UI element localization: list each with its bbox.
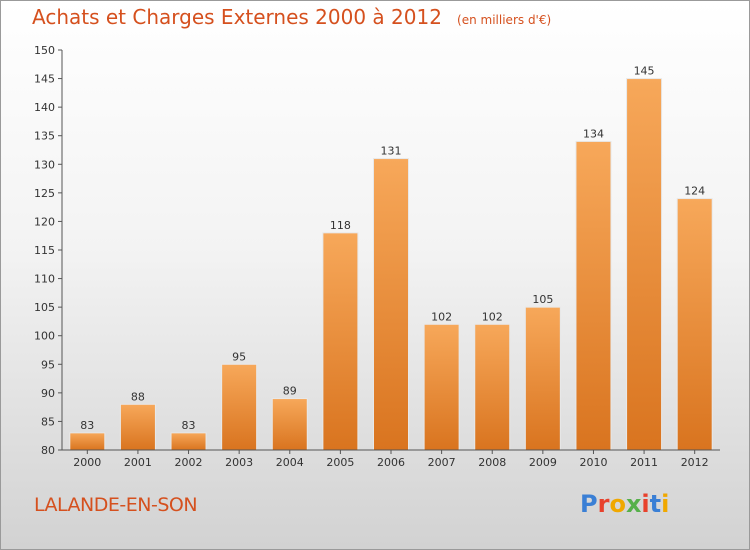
logo-letter: P [580,490,598,518]
bar [626,78,663,451]
x-axis: 2000 2001 2002 2003 2004 2005 2006 2007 2008 2009… [62,449,720,469]
y-tick-label: 110 [34,273,55,286]
x-tick-label: 2002 [175,456,203,469]
x-tick-label: 2004 [276,456,304,469]
x-tick-label: 2003 [225,456,253,469]
bar [423,323,460,451]
y-tick-label: 130 [34,158,55,171]
logo-letter: x [625,490,642,518]
y-tick-label: 145 [34,73,55,86]
y-tick-label: 95 [41,358,55,371]
bar [373,158,409,451]
y-tick-label: 105 [34,301,55,314]
bar-value-label: 134 [583,127,604,140]
logo-letter: i [641,490,650,518]
y-tick-label: 150 [34,44,55,57]
bar-value-label: 131 [381,145,402,158]
bar [271,398,308,451]
title-text: Achats et Charges Externes 2000 à 2012 [32,5,442,29]
x-tick-label: 2011 [630,456,658,469]
bars: 83 88 83 95 89 118 131 102 102 105 134 145 124 [69,65,713,451]
bar-value-label: 145 [634,65,655,78]
proxiti-logo: Proxiti [580,490,669,518]
y-tick-label: 100 [34,330,55,343]
bar-value-label: 83 [80,419,94,432]
chart-title: Achats et Charges Externes 2000 à 2012 (… [32,5,551,29]
bar [575,140,612,451]
logo-letter: o [609,490,626,518]
y-tick-label: 85 [41,415,55,428]
bar [69,432,106,451]
y-tick-label: 140 [34,101,55,114]
x-tick-label: 2006 [377,456,405,469]
y-tick-label: 120 [34,215,55,228]
bar [221,363,258,451]
x-tick-label: 2000 [73,456,101,469]
bar [524,306,561,451]
bar-value-label: 88 [131,390,145,403]
y-tick-label: 80 [41,444,55,457]
logo-letter: t [649,490,662,518]
x-tick-label: 2001 [124,456,152,469]
bar [170,432,207,451]
logo-letter: r [597,490,610,518]
city-name: LALANDE-EN-SON [34,494,198,516]
unit-text: (en milliers d'€) [457,13,552,27]
bar-value-label: 95 [232,350,246,363]
x-tick-label: 2009 [529,456,557,469]
y-tick-label: 90 [41,387,55,400]
bar-value-label: 102 [431,310,452,323]
y-axis: 80 85 90 95 100 105 110 115 120 125 130 135 140 145 15… [34,44,63,457]
y-tick-label: 125 [34,187,55,200]
bar-value-label: 89 [283,385,297,398]
x-tick-label: 2007 [428,456,456,469]
bar [322,232,359,451]
bar-value-label: 118 [330,219,351,232]
bar-value-label: 83 [182,419,196,432]
y-tick-label: 135 [34,130,55,143]
y-tick-label: 115 [34,244,55,257]
x-tick-label: 2005 [326,456,354,469]
x-tick-label: 2010 [579,456,607,469]
bar-value-label: 105 [532,293,553,306]
x-tick-label: 2012 [681,456,709,469]
logo-letter: i [661,490,670,518]
bar [676,198,713,451]
bar [474,323,511,451]
bar-value-label: 124 [684,185,705,198]
bar [119,403,156,451]
x-tick-label: 2008 [478,456,506,469]
bar-value-label: 102 [482,310,503,323]
